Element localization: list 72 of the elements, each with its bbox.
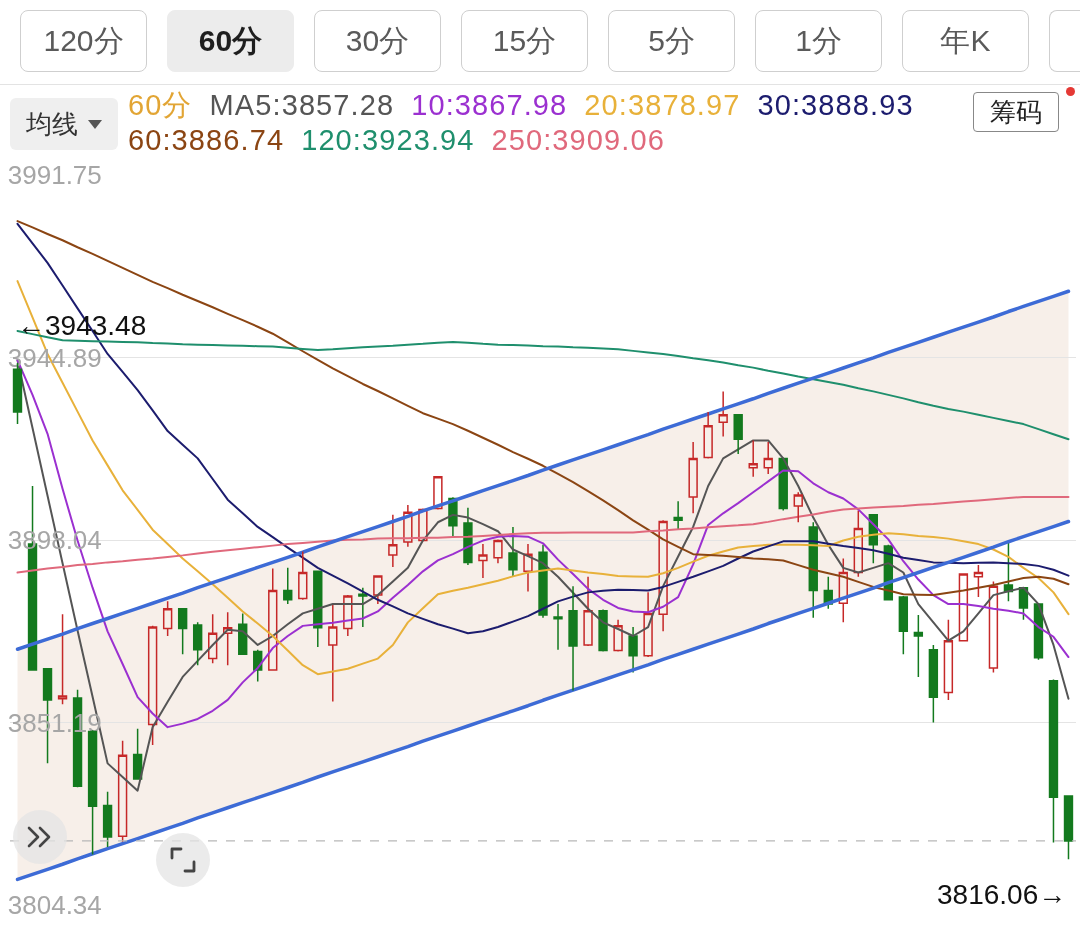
- tab-button: 1分: [755, 10, 882, 72]
- dropdown-button: 均线: [10, 98, 118, 150]
- candlestick: [793, 491, 803, 524]
- candlestick: [928, 644, 939, 724]
- candlestick: [598, 608, 608, 653]
- candlestick: [162, 600, 173, 637]
- candlestick: [613, 618, 623, 653]
- candlestick: [223, 611, 233, 666]
- candlestick: [688, 441, 698, 515]
- tab-button: 30分: [314, 10, 441, 72]
- candlestick: [132, 727, 143, 781]
- candlestick: [583, 576, 593, 647]
- candlestick: [628, 626, 638, 674]
- candlestick: [493, 538, 503, 564]
- candlestick: [673, 500, 683, 530]
- tab-button: 15分: [461, 10, 588, 72]
- candlestick: [358, 586, 368, 628]
- candlestick: [703, 411, 713, 460]
- candlestick: [718, 390, 728, 438]
- candlestick: [208, 613, 218, 665]
- candlestick: [958, 572, 969, 643]
- text: 120:3923.94: [301, 123, 475, 158]
- candlestick: [643, 591, 653, 658]
- candlestick: [463, 507, 473, 566]
- text-button: 筹码: [973, 92, 1059, 132]
- candlestick: [403, 504, 413, 548]
- candlestick: [328, 603, 338, 703]
- candlestick: [838, 557, 848, 624]
- candlestick: [523, 543, 533, 593]
- candlestick: [433, 475, 443, 511]
- candlestick: [283, 567, 293, 605]
- text: 60:3886.74: [128, 123, 285, 158]
- y-tick-label: 3991.75: [7, 160, 102, 191]
- tab-button: 年K: [902, 10, 1029, 72]
- candlestick: [388, 514, 398, 568]
- candlestick: [177, 607, 188, 656]
- candlestick: [373, 574, 383, 605]
- text: 250:3909.06: [491, 123, 665, 158]
- text: 10:3867.98: [411, 88, 568, 123]
- candlestick: [748, 439, 758, 478]
- y-tick-label: 3804.34: [7, 890, 102, 921]
- candlestick: [763, 441, 773, 475]
- candlestick: [343, 594, 353, 637]
- candlestick: [1063, 794, 1074, 861]
- annotation: 3816.06→: [937, 879, 1067, 910]
- candlestick: [102, 791, 113, 848]
- candlestick: [268, 567, 278, 672]
- candlestick: [853, 509, 863, 578]
- candlestick: [973, 564, 984, 598]
- candlestick: [943, 618, 954, 701]
- candlestick: [508, 526, 518, 577]
- candlestick: [568, 585, 578, 692]
- candlestick: [733, 413, 743, 455]
- candlestick: [313, 569, 323, 648]
- tab-button: 60分: [167, 10, 294, 72]
- candlestick: [57, 613, 68, 705]
- text: MA5:3857.28: [209, 88, 395, 123]
- candlestick: [898, 595, 909, 656]
- candlestick: [988, 580, 999, 674]
- candlestick: [1048, 678, 1059, 844]
- candlestick: [478, 543, 488, 579]
- candlestick: [553, 603, 563, 651]
- tab-button: 120分: [20, 10, 147, 72]
- legend-title: 60分: [128, 88, 193, 123]
- text: 20:3878.97: [584, 88, 741, 123]
- candlestick: [913, 614, 924, 678]
- candlestick: [192, 621, 203, 666]
- candlestick: [298, 550, 308, 601]
- tab-button: 5分: [608, 10, 735, 72]
- candlestick: [658, 519, 668, 633]
- candlestick: [147, 625, 158, 746]
- text: 30:3888.93: [757, 88, 914, 123]
